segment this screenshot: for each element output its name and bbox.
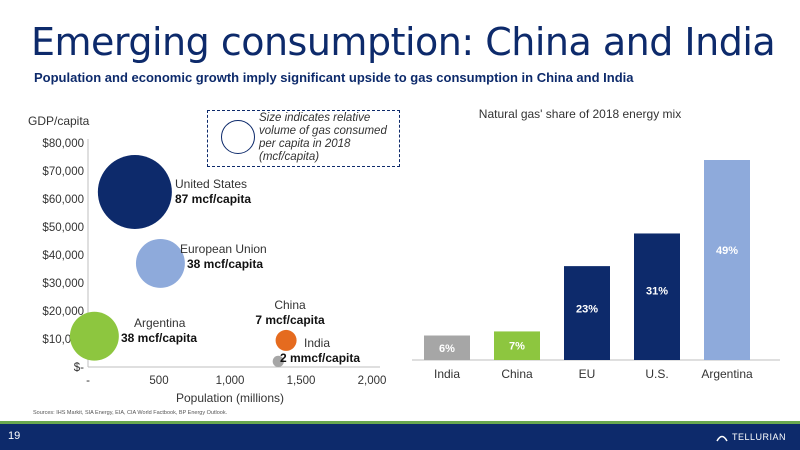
page-number: 19: [8, 430, 21, 442]
bubble-name-label: Argentina: [134, 316, 186, 330]
bubble: [97, 155, 172, 229]
y-tick-label: $70,000: [42, 166, 84, 178]
bar: [704, 160, 750, 360]
bar-category-label: U.S.: [645, 367, 668, 381]
bar-value-label: 31%: [646, 285, 668, 297]
bubble: [275, 329, 297, 351]
y-tick-label: $20,000: [42, 306, 84, 318]
bar-category-label: Argentina: [701, 367, 753, 381]
logo-mark-icon: [716, 435, 728, 442]
footer-bar: [0, 424, 800, 450]
slide-subtitle: Population and economic growth imply sig…: [34, 70, 634, 85]
legend-circle-icon: [221, 120, 255, 154]
bar: [494, 331, 540, 360]
bar-value-label: 49%: [716, 245, 738, 257]
bubble: [135, 238, 185, 288]
bubble-name-label: European Union: [180, 242, 267, 256]
size-legend: Size indicates relative volume of gas co…: [207, 110, 400, 167]
bar-category-label: EU: [579, 367, 596, 381]
bubble-chart: $-$10,000$20,000$30,000$40,000$50,000$60…: [28, 114, 387, 405]
bubble-value-label: 38 mcf/capita: [121, 331, 197, 345]
bar-value-label: 23%: [576, 303, 598, 315]
bubble-value-label: 38 mcf/capita: [187, 257, 263, 271]
y-tick-label: $-: [74, 362, 84, 374]
bubble: [69, 311, 119, 361]
logo-text: TELLURIAN: [731, 432, 786, 442]
y-axis-title: GDP/capita: [28, 114, 90, 128]
company-logo: TELLURIAN: [716, 431, 786, 443]
y-tick-label: $60,000: [42, 194, 84, 206]
bubble-value-label: 2 mmcf/capita: [280, 351, 360, 365]
bubble-name-label: United States: [175, 177, 247, 191]
bar-chart-title: Natural gas' share of 2018 energy mix: [479, 107, 681, 121]
sources-note: Sources: IHS Markit, SIA Energy, EIA, CI…: [33, 410, 228, 416]
bubble-value-label: 87 mcf/capita: [175, 192, 251, 206]
slide-title: Emerging consumption: China and India: [31, 20, 776, 64]
x-axis-title: Population (millions): [176, 391, 284, 405]
bar: [424, 335, 470, 360]
bar-chart: Natural gas' share of 2018 energy mix 6% I…: [412, 107, 780, 381]
x-tick-label: 1,000: [216, 375, 245, 387]
footer-accent-line: [0, 421, 800, 424]
y-tick-label: $80,000: [42, 138, 84, 150]
bar: [634, 233, 680, 360]
x-tick-label: 1,500: [287, 375, 316, 387]
y-tick-label: $40,000: [42, 250, 84, 262]
bar: [564, 266, 610, 360]
bar-category-label: India: [434, 367, 460, 381]
bubble-name-label: China: [274, 298, 306, 312]
x-tick-label: 500: [149, 375, 168, 387]
bubble: [272, 355, 284, 368]
legend-note: Size indicates relative volume of gas co…: [259, 112, 387, 163]
y-tick-label: $30,000: [42, 278, 84, 290]
bar-category-label: China: [501, 367, 533, 381]
bar-value-label: 7%: [509, 341, 525, 353]
x-tick-label: 2,000: [358, 375, 387, 387]
bar-value-label: 6%: [439, 343, 455, 355]
y-tick-label: $50,000: [42, 222, 84, 234]
bubble-name-label: India: [304, 336, 330, 350]
x-tick-label: -: [86, 375, 90, 387]
bubble-value-label: 7 mcf/capita: [255, 313, 325, 327]
